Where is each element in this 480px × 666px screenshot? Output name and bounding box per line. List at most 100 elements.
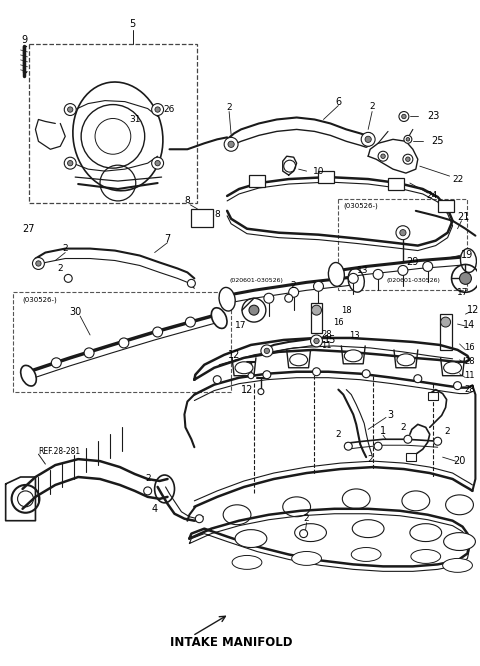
Circle shape xyxy=(374,442,382,450)
Ellipse shape xyxy=(342,489,370,509)
Text: 4: 4 xyxy=(152,503,158,513)
Circle shape xyxy=(258,389,264,394)
Text: 13: 13 xyxy=(358,266,369,275)
Circle shape xyxy=(84,348,94,358)
Bar xyxy=(388,178,404,190)
Text: 28: 28 xyxy=(464,385,475,394)
Circle shape xyxy=(311,335,323,347)
Text: REF.28-281: REF.28-281 xyxy=(38,447,81,456)
Bar xyxy=(406,453,416,461)
Circle shape xyxy=(155,161,160,166)
Text: 29: 29 xyxy=(407,258,419,268)
Ellipse shape xyxy=(211,308,227,328)
Text: 12: 12 xyxy=(228,350,240,360)
Circle shape xyxy=(224,137,238,151)
Ellipse shape xyxy=(410,523,442,541)
Text: 24: 24 xyxy=(426,191,437,200)
Circle shape xyxy=(152,104,164,115)
Circle shape xyxy=(261,345,273,357)
Circle shape xyxy=(264,348,270,354)
Circle shape xyxy=(404,135,412,143)
Circle shape xyxy=(153,327,163,337)
Circle shape xyxy=(64,104,76,115)
Text: 8: 8 xyxy=(215,210,220,219)
Circle shape xyxy=(406,138,409,141)
Text: 17: 17 xyxy=(457,288,468,297)
Text: 26: 26 xyxy=(164,105,175,114)
Circle shape xyxy=(423,262,432,272)
Ellipse shape xyxy=(443,559,472,572)
Ellipse shape xyxy=(397,354,415,366)
Circle shape xyxy=(33,258,44,270)
Circle shape xyxy=(119,338,129,348)
Bar xyxy=(311,303,323,333)
Text: 2: 2 xyxy=(367,455,373,464)
Circle shape xyxy=(285,294,293,302)
Text: 20: 20 xyxy=(453,456,466,466)
Text: 2: 2 xyxy=(145,474,151,484)
Circle shape xyxy=(373,270,383,279)
Text: 13: 13 xyxy=(349,332,360,340)
Circle shape xyxy=(406,157,410,161)
Circle shape xyxy=(381,154,385,159)
Ellipse shape xyxy=(292,551,322,565)
Text: (020601-030526): (020601-030526) xyxy=(229,278,283,283)
Text: 28: 28 xyxy=(464,357,475,366)
Ellipse shape xyxy=(445,495,473,515)
Ellipse shape xyxy=(223,505,251,525)
Circle shape xyxy=(185,317,195,327)
Text: 7: 7 xyxy=(165,234,171,244)
Text: 18: 18 xyxy=(341,306,352,314)
Circle shape xyxy=(403,155,413,164)
Circle shape xyxy=(155,107,160,113)
Text: 28: 28 xyxy=(321,330,332,340)
Ellipse shape xyxy=(444,533,475,551)
Text: 2: 2 xyxy=(58,264,63,273)
Text: 22: 22 xyxy=(452,174,463,184)
Circle shape xyxy=(400,230,406,236)
Ellipse shape xyxy=(402,491,430,511)
Circle shape xyxy=(36,261,41,266)
Text: (020601-030526): (020601-030526) xyxy=(386,278,440,283)
Circle shape xyxy=(459,272,471,284)
Text: 2: 2 xyxy=(336,430,341,439)
Text: 2: 2 xyxy=(304,514,310,523)
Circle shape xyxy=(263,371,271,379)
Ellipse shape xyxy=(352,519,384,537)
Text: 21: 21 xyxy=(457,212,470,222)
Circle shape xyxy=(434,438,442,446)
Bar xyxy=(428,392,438,400)
Text: 16: 16 xyxy=(333,318,344,326)
Text: 23: 23 xyxy=(428,111,440,121)
Ellipse shape xyxy=(351,547,381,561)
Ellipse shape xyxy=(290,354,308,366)
Bar xyxy=(12,292,231,392)
Text: 16: 16 xyxy=(464,344,475,352)
Text: 2: 2 xyxy=(369,102,375,111)
Text: 27: 27 xyxy=(22,224,35,234)
Bar xyxy=(438,200,454,212)
Ellipse shape xyxy=(328,262,344,286)
Circle shape xyxy=(454,382,461,390)
Text: 17: 17 xyxy=(235,320,247,330)
Text: 10: 10 xyxy=(313,166,324,176)
Ellipse shape xyxy=(219,288,235,311)
Ellipse shape xyxy=(235,529,267,547)
Circle shape xyxy=(213,376,221,384)
Text: 11: 11 xyxy=(321,342,332,350)
Circle shape xyxy=(51,358,61,368)
Circle shape xyxy=(348,274,358,283)
Text: 2: 2 xyxy=(226,103,232,112)
Ellipse shape xyxy=(411,549,441,563)
Ellipse shape xyxy=(295,523,326,541)
Circle shape xyxy=(313,281,324,291)
Circle shape xyxy=(249,305,259,315)
Text: 12: 12 xyxy=(241,384,253,395)
Circle shape xyxy=(228,141,234,147)
Circle shape xyxy=(248,373,254,379)
Text: 2: 2 xyxy=(445,427,450,436)
Circle shape xyxy=(288,287,299,297)
Bar xyxy=(28,44,197,203)
Text: 11: 11 xyxy=(464,371,475,380)
Circle shape xyxy=(68,161,73,166)
